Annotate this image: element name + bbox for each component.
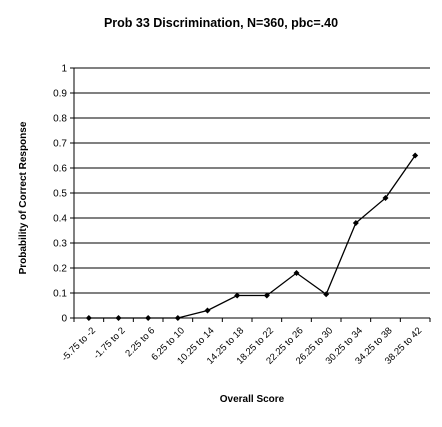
gridlines — [74, 67, 430, 294]
chart-title: Prob 33 Discrimination, N=360, pbc=.40 — [104, 16, 338, 30]
y-tick-label: 0.2 — [53, 264, 67, 275]
data-series — [85, 152, 419, 321]
y-tick-label: 0.9 — [53, 89, 67, 100]
y-axis-label: Probability of Correct Response — [18, 121, 29, 274]
data-point — [323, 291, 330, 298]
data-point — [115, 315, 122, 321]
y-tick-label: 0.5 — [53, 189, 67, 200]
x-tick-labels: -5.75 to -2-1.75 to 22.25 to 66.25 to 10… — [60, 325, 425, 366]
data-point — [263, 292, 270, 299]
axes — [70, 67, 431, 322]
data-point — [412, 152, 419, 159]
data-point — [145, 315, 152, 321]
y-tick-label: 0.7 — [53, 139, 67, 150]
x-axis-label: Overall Score — [220, 394, 285, 405]
y-tick-labels: 0 0.1 0.2 0.3 0.4 0.5 0.6 0.7 0.8 0.9 1 — [53, 64, 67, 325]
y-tick-label: 0.4 — [53, 214, 67, 225]
data-point — [293, 270, 300, 276]
data-point — [234, 292, 241, 299]
y-tick-label: 0.6 — [53, 164, 67, 175]
x-tick-label: -1.75 to 2 — [91, 325, 127, 361]
x-tick-label: -5.75 to -2 — [60, 325, 98, 363]
data-point — [174, 315, 181, 321]
y-tick-label: 0.1 — [53, 289, 67, 300]
data-point — [204, 307, 211, 314]
data-point — [352, 220, 359, 226]
data-point — [85, 315, 92, 321]
y-tick-label: 1 — [61, 64, 67, 75]
y-tick-label: 0.3 — [53, 239, 67, 250]
y-tick-label: 0 — [61, 314, 67, 325]
series-line — [88, 155, 416, 319]
y-tick-label: 0.8 — [53, 114, 67, 125]
data-point — [382, 195, 389, 201]
